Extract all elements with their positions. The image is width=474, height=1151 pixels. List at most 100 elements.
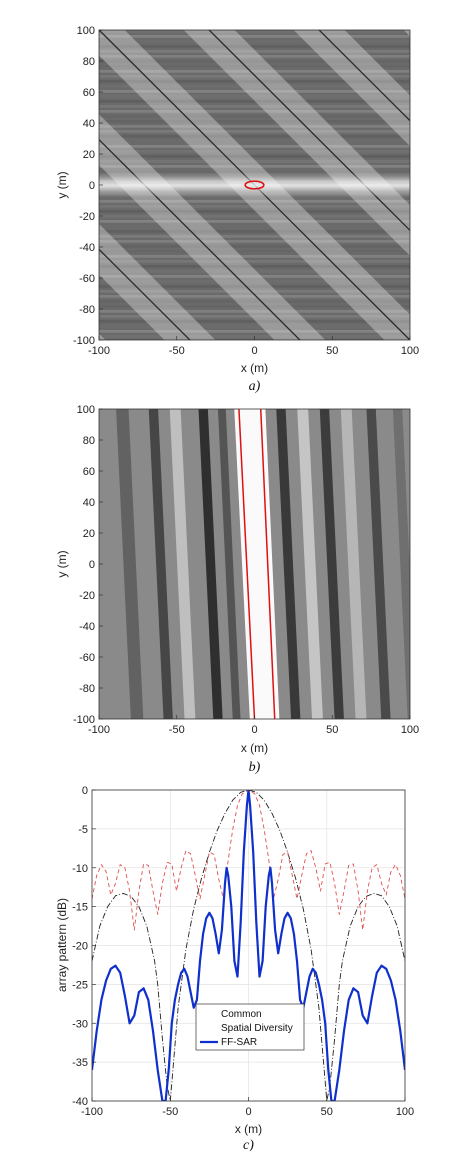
panel-a-band xyxy=(99,255,410,258)
panel-c-ytick-label: -10 xyxy=(72,863,88,875)
panel-a-ytick-label: 20 xyxy=(83,149,95,161)
panel-a-band xyxy=(99,115,410,118)
series-common-line xyxy=(92,790,405,1101)
panel-a-ytick-label: -40 xyxy=(79,242,95,254)
panel-a-band xyxy=(99,325,410,328)
panel-c-xtick-label: 50 xyxy=(321,1106,333,1118)
panel-a-band xyxy=(99,65,410,68)
panel-a-center-band xyxy=(99,172,410,198)
panel-a-band xyxy=(99,230,410,233)
panel-c-ytick-label: -30 xyxy=(72,1018,88,1030)
panel-a-band xyxy=(99,50,410,53)
panel-a-band xyxy=(99,40,410,43)
panel-a-band xyxy=(99,100,410,103)
panel-a-band xyxy=(99,285,410,288)
panel-b-xtick-label: 0 xyxy=(251,724,257,736)
panel-b-ytick-label: 60 xyxy=(83,466,95,478)
panel-a: -100 -50 0 50 100 -100 -80 -60 -40 -20 0 20 40 60 80 10… xyxy=(0,0,419,394)
panel-a-ytick-label: -60 xyxy=(79,273,95,285)
panel-b-ytick-label: 100 xyxy=(77,404,95,416)
panel-a-band xyxy=(99,55,410,58)
panel-a-band xyxy=(99,295,410,298)
panel-b-xtick-label: -100 xyxy=(88,724,110,736)
panel-b-ytick-label: 40 xyxy=(83,497,95,509)
panel-a-band xyxy=(99,105,410,108)
series-spatial-diversity-line xyxy=(92,790,405,931)
panel-a-band xyxy=(99,215,410,218)
panel-a-band xyxy=(99,320,410,323)
panel-a-band xyxy=(99,260,410,263)
panel-c-ticks: -100 -50 0 50 100 0 -5 -10 -15 -20 -25 -30 -35 -40 xyxy=(72,785,414,1118)
panel-c-xlabel: x (m) xyxy=(235,1122,262,1136)
panel-a-xtick-label: -100 xyxy=(88,345,110,357)
panel-c-series xyxy=(92,790,405,1101)
panel-c-ytick-label: -25 xyxy=(72,979,88,991)
panel-a-band xyxy=(99,300,410,303)
panel-a-band xyxy=(99,135,410,138)
panel-c-ytick-label: -20 xyxy=(72,941,88,953)
panel-b-ylabel: y (m) xyxy=(55,550,69,577)
panel-b-stripe xyxy=(297,409,323,719)
panel-b-contour-left xyxy=(238,409,256,719)
panel-b-contour-right xyxy=(259,409,276,719)
panel-a-band xyxy=(99,30,410,33)
panel-b-contour xyxy=(238,409,276,719)
panel-c-ytick-label: -40 xyxy=(72,1096,88,1108)
panel-a-band xyxy=(99,90,410,93)
panel-c-xtick-label: -100 xyxy=(81,1106,103,1118)
panel-c-xtick-label: 100 xyxy=(396,1106,414,1118)
panel-a-band xyxy=(99,280,410,283)
panel-a-band xyxy=(99,315,410,318)
panel-b-stripe xyxy=(340,409,367,719)
panel-a-xtick-label: 0 xyxy=(251,345,257,357)
panel-a-xtick-label: 50 xyxy=(326,345,338,357)
panel-b-xlabel: x (m) xyxy=(241,741,268,755)
panel-a-band xyxy=(99,270,410,273)
series-ff-sar-line xyxy=(92,790,405,1101)
panel-a-image xyxy=(0,0,410,380)
panel-a-band xyxy=(99,155,410,158)
panel-c-xtick-label: 0 xyxy=(245,1106,251,1118)
panel-b-stripe xyxy=(217,409,241,719)
panel-a-ytick-label: -20 xyxy=(79,211,95,223)
legend-label-common: Common xyxy=(221,1009,262,1020)
panel-c-ytick-label: -15 xyxy=(72,902,88,914)
panel-c: -100 -50 0 50 100 0 -5 -10 -15 -20 -25 -30 -35 -40 x … xyxy=(55,785,414,1151)
panel-b-image xyxy=(116,409,410,719)
panel-a-band xyxy=(99,290,410,293)
panel-a-band xyxy=(99,160,410,163)
panel-a-band xyxy=(99,170,410,173)
panel-a-ytick-label: 100 xyxy=(77,25,95,37)
panel-b: -100 -50 0 50 100 -100 -80 -60 -40 -20 0 20 40 60 80 10… xyxy=(55,404,419,775)
panel-b-caption: b) xyxy=(249,760,261,775)
panel-a-band xyxy=(99,80,410,83)
panel-a-band xyxy=(99,205,410,208)
panel-a-ytick-label: 80 xyxy=(83,56,95,68)
panel-b-xtick-label: 50 xyxy=(326,724,338,736)
panel-b-ticks: -100 -50 0 50 100 -100 -80 -60 -40 -20 0 20 40 60 80 10… xyxy=(73,404,419,736)
legend: Common Spatial Diversity FF-SAR xyxy=(195,1003,305,1051)
panel-c-xtick-label: -50 xyxy=(162,1106,178,1118)
panel-a-band xyxy=(99,150,410,153)
legend-label-ff-sar: FF-SAR xyxy=(221,1037,257,1048)
panel-a-ytick-label: -100 xyxy=(73,335,95,347)
panel-c-ytick-label: 0 xyxy=(82,785,88,797)
panel-a-band xyxy=(99,110,410,113)
panel-b-stripe xyxy=(319,409,344,719)
panel-a-xlabel: x (m) xyxy=(241,361,268,375)
panel-a-fringe xyxy=(0,0,10,380)
panel-b-stripe xyxy=(169,409,196,719)
panel-b-stripe xyxy=(148,409,173,719)
panel-a-ylabel: y (m) xyxy=(55,171,69,198)
panel-a-band xyxy=(99,45,410,48)
panel-a-band xyxy=(99,310,410,313)
panel-a-band xyxy=(99,200,410,203)
panel-c-ytick-label: -5 xyxy=(78,824,88,836)
panel-a-band xyxy=(99,130,410,133)
panel-a-xtick-label: -50 xyxy=(169,345,185,357)
panel-b-main-lobe xyxy=(234,409,280,719)
panel-a-band xyxy=(99,145,410,148)
panel-c-caption: c) xyxy=(243,1138,254,1151)
panel-a-contour-ellipse xyxy=(244,180,265,190)
